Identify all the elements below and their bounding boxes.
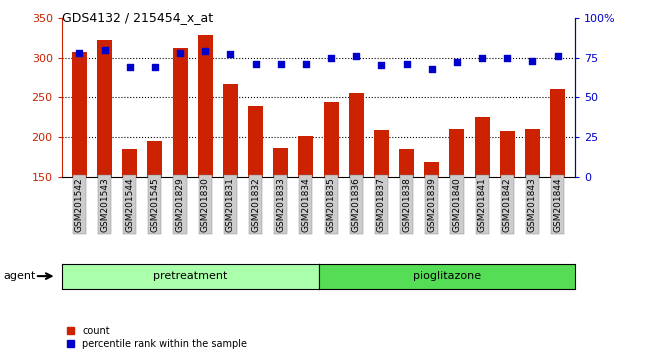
Text: GSM201545: GSM201545 [150,177,159,232]
Text: GSM201835: GSM201835 [326,177,335,232]
Point [301,61,311,67]
Text: GSM201837: GSM201837 [377,177,386,232]
Bar [550,88,566,177]
Bar [500,131,515,177]
Bar [348,93,364,177]
Legend: count, percentile rank within the sample: count, percentile rank within the sample [66,326,247,349]
Bar [122,149,137,177]
Text: GSM201842: GSM201842 [503,177,512,232]
Text: GSM201830: GSM201830 [201,177,210,232]
Point [74,50,85,56]
Text: pioglitazone: pioglitazone [413,271,481,281]
Point [502,55,512,60]
Text: GSM201543: GSM201543 [100,177,109,232]
Point [276,61,286,67]
Text: GSM201542: GSM201542 [75,177,84,232]
Bar [399,149,414,177]
Bar [248,106,263,177]
Text: GSM201833: GSM201833 [276,177,285,232]
Point [250,61,261,67]
Text: GSM201834: GSM201834 [302,177,311,232]
Text: GSM201841: GSM201841 [478,177,487,232]
Text: GSM201832: GSM201832 [251,177,260,232]
Point [225,51,235,57]
Point [452,59,462,65]
Text: GSM201839: GSM201839 [427,177,436,232]
Text: GSM201838: GSM201838 [402,177,411,232]
Bar [298,136,313,177]
Bar [525,129,540,177]
Point [99,47,110,52]
Point [552,53,563,59]
Point [527,58,538,64]
Bar [374,130,389,177]
Bar [424,162,439,177]
Bar [97,40,112,177]
Text: GSM201544: GSM201544 [125,177,134,232]
Bar [273,148,289,177]
Point [175,50,185,56]
Point [402,61,412,67]
Bar [474,117,489,177]
Point [351,53,361,59]
Text: agent: agent [3,271,36,281]
Text: GSM201836: GSM201836 [352,177,361,232]
Point [477,55,488,60]
Bar [172,48,188,177]
Text: GSM201844: GSM201844 [553,177,562,232]
Point [150,64,160,70]
Point [200,48,211,54]
Text: pretreatment: pretreatment [153,271,228,281]
Point [125,64,135,70]
Point [426,66,437,72]
Point [326,55,336,60]
Text: GSM201843: GSM201843 [528,177,537,232]
Bar [72,52,87,177]
Text: GSM201840: GSM201840 [452,177,462,232]
Bar [223,84,238,177]
Bar [198,35,213,177]
Bar [449,129,465,177]
Text: GDS4132 / 215454_x_at: GDS4132 / 215454_x_at [62,11,213,24]
Bar [324,102,339,177]
Text: GSM201831: GSM201831 [226,177,235,232]
Point [376,63,387,68]
Text: GSM201829: GSM201829 [176,177,185,232]
Bar [148,141,162,177]
